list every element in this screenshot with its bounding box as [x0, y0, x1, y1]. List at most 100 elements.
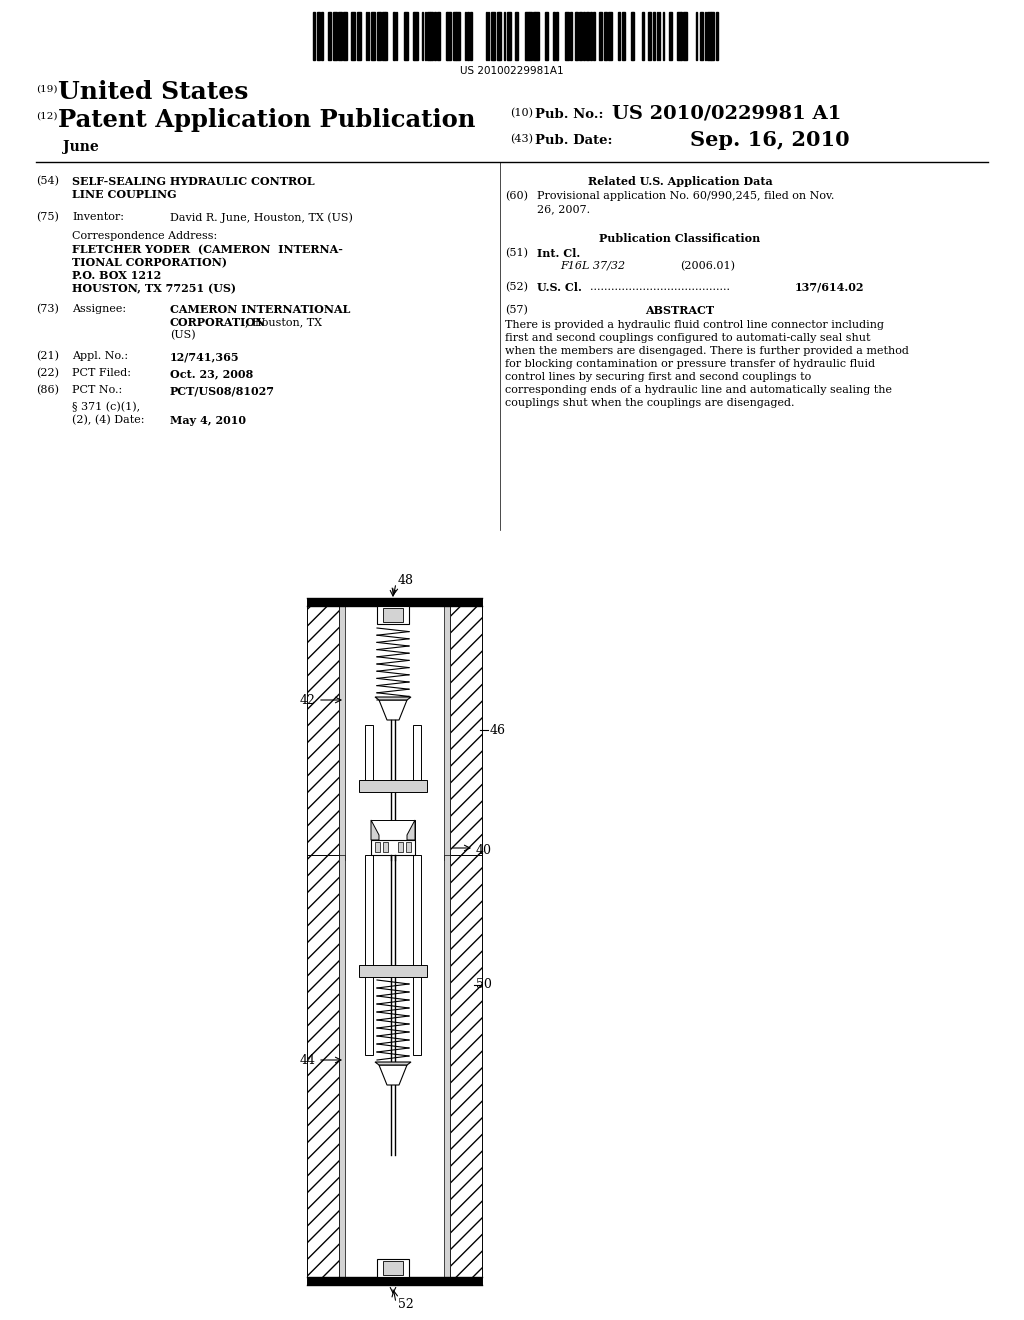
Bar [593, 12, 595, 59]
Bar [414, 12, 418, 59]
Text: David R. June, Houston, TX (US): David R. June, Houston, TX (US) [170, 213, 353, 223]
Bar [365, 855, 373, 1055]
Bar [377, 12, 381, 59]
Text: US 2010/0229981 A1: US 2010/0229981 A1 [612, 104, 842, 121]
Bar [406, 842, 411, 851]
Bar [307, 855, 339, 1276]
Polygon shape [375, 697, 411, 700]
Bar [683, 12, 687, 59]
Bar [470, 12, 472, 59]
Text: (86): (86) [36, 385, 59, 395]
Text: Assignee:: Assignee: [72, 304, 126, 314]
Bar [307, 598, 482, 606]
Text: ABSTRACT: ABSTRACT [645, 305, 715, 315]
Text: Inventor:: Inventor: [72, 213, 124, 222]
Bar [437, 12, 440, 59]
Text: LINE COUPLING: LINE COUPLING [72, 189, 176, 201]
Bar [413, 725, 421, 789]
Text: (51): (51) [505, 248, 528, 259]
Bar [339, 606, 345, 861]
Text: CAMERON INTERNATIONAL: CAMERON INTERNATIONAL [170, 304, 350, 315]
Bar [525, 12, 529, 59]
Text: Pub. No.:: Pub. No.: [535, 108, 603, 121]
Text: 50: 50 [476, 978, 492, 991]
Bar [371, 820, 415, 840]
Text: (2006.01): (2006.01) [680, 261, 735, 272]
Text: first and second couplings configured to automati-cally seal shut: first and second couplings configured to… [505, 333, 870, 343]
Bar [339, 855, 345, 1276]
Text: There is provided a hydraulic fluid control line connector including: There is provided a hydraulic fluid cont… [505, 319, 884, 330]
Text: 12/741,365: 12/741,365 [170, 351, 240, 362]
Text: (57): (57) [505, 305, 528, 315]
Bar [545, 12, 548, 59]
Bar [604, 12, 607, 59]
Text: 46: 46 [490, 723, 506, 737]
Bar [534, 12, 535, 59]
Text: , Houston, TX: , Houston, TX [245, 317, 322, 327]
Bar [716, 12, 718, 59]
Bar [359, 780, 427, 792]
Text: CORPORATION: CORPORATION [170, 317, 266, 327]
Bar [383, 842, 388, 851]
Bar [450, 855, 482, 1276]
Bar [648, 12, 651, 59]
Bar [359, 965, 427, 977]
Bar [490, 12, 495, 59]
Text: Int. Cl.: Int. Cl. [537, 248, 581, 259]
Text: PCT No.:: PCT No.: [72, 385, 122, 395]
Text: PCT/US08/81027: PCT/US08/81027 [170, 385, 275, 396]
Text: 137/614.02: 137/614.02 [795, 282, 864, 293]
Text: 44: 44 [300, 1053, 316, 1067]
Bar [375, 842, 380, 851]
Bar [444, 855, 450, 1276]
Text: (54): (54) [36, 176, 59, 186]
Bar [382, 12, 385, 59]
Text: (75): (75) [36, 213, 58, 222]
Bar [313, 12, 315, 59]
Text: Pub. Date:: Pub. Date: [535, 135, 612, 147]
Bar [599, 12, 602, 59]
Bar [618, 12, 620, 59]
Bar [404, 12, 408, 59]
Text: Sep. 16, 2010: Sep. 16, 2010 [690, 129, 850, 150]
Bar [677, 12, 681, 59]
Bar [343, 12, 347, 59]
Bar [377, 606, 409, 624]
Bar [669, 12, 672, 59]
Bar [383, 1261, 403, 1275]
Text: Provisional application No. 60/990,245, filed on Nov.: Provisional application No. 60/990,245, … [537, 191, 835, 201]
Bar [622, 12, 625, 59]
Text: (2), (4) Date:: (2), (4) Date: [72, 414, 144, 425]
Text: for blocking contamination or pressure transfer of hydraulic fluid: for blocking contamination or pressure t… [505, 359, 876, 370]
Bar [351, 12, 355, 59]
Bar [317, 12, 319, 59]
Text: (21): (21) [36, 351, 59, 362]
Bar [565, 12, 569, 59]
Bar [357, 12, 361, 59]
Text: FLETCHER YODER  (CAMERON  INTERNA-: FLETCHER YODER (CAMERON INTERNA- [72, 244, 343, 255]
Bar [434, 12, 436, 59]
Bar [383, 609, 403, 622]
Text: United States: United States [58, 81, 249, 104]
Bar [413, 855, 421, 1055]
Text: Correspondence Address:: Correspondence Address: [72, 231, 217, 242]
Bar [427, 12, 430, 59]
Text: PCT Filed:: PCT Filed: [72, 368, 131, 378]
Bar [579, 12, 582, 59]
Text: (52): (52) [505, 282, 528, 292]
Bar [333, 12, 337, 59]
Text: (43): (43) [510, 135, 534, 144]
Bar [328, 12, 331, 59]
Text: HOUSTON, TX 77251 (US): HOUSTON, TX 77251 (US) [72, 282, 236, 294]
Polygon shape [375, 1063, 411, 1065]
Text: ........................................: ........................................ [590, 282, 730, 292]
Bar [499, 12, 501, 59]
Text: June: June [63, 140, 98, 154]
Bar [393, 12, 395, 59]
Text: § 371 (c)(1),: § 371 (c)(1), [72, 403, 140, 412]
Bar [450, 606, 482, 861]
Text: couplings shut when the couplings are disengaged.: couplings shut when the couplings are di… [505, 399, 795, 408]
Bar [497, 12, 499, 59]
Text: 52: 52 [398, 1299, 414, 1312]
Text: 48: 48 [398, 573, 414, 586]
